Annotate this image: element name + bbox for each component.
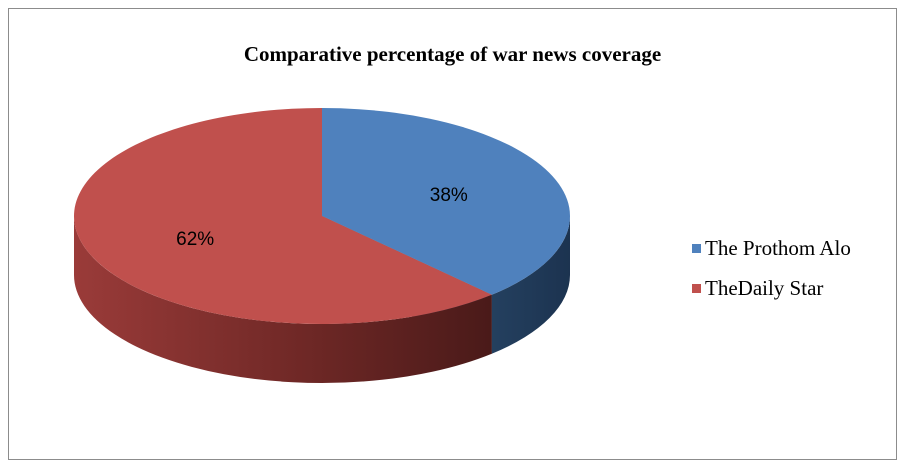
chart-area: Comparative percentage of war news cover… — [8, 8, 897, 460]
legend-item-daily-star: TheDaily Star — [692, 275, 851, 300]
pie-chart: 38% 62% — [74, 107, 571, 384]
data-label-1: 62% — [176, 229, 214, 250]
pie-side-0 — [491, 216, 570, 354]
pie-slice-1 — [74, 108, 492, 325]
pie-label-layer: 38% 62% — [176, 185, 468, 250]
legend-label-prothom-alo: The Prothom Alo — [705, 235, 851, 260]
legend-swatch-prothom-alo — [692, 243, 701, 253]
pie-slice-0 — [322, 107, 571, 295]
legend-label-daily-star: TheDaily Star — [705, 275, 824, 300]
chart-title: Comparative percentage of war news cover… — [243, 42, 662, 66]
legend-item-prothom-alo: The Prothom Alo — [692, 235, 851, 260]
pie-side-1 — [74, 216, 492, 384]
pie-top-layer — [74, 107, 571, 325]
legend: The Prothom Alo TheDaily Star — [692, 235, 851, 317]
data-label-0: 38% — [430, 185, 468, 206]
legend-swatch-daily-star — [692, 283, 701, 293]
